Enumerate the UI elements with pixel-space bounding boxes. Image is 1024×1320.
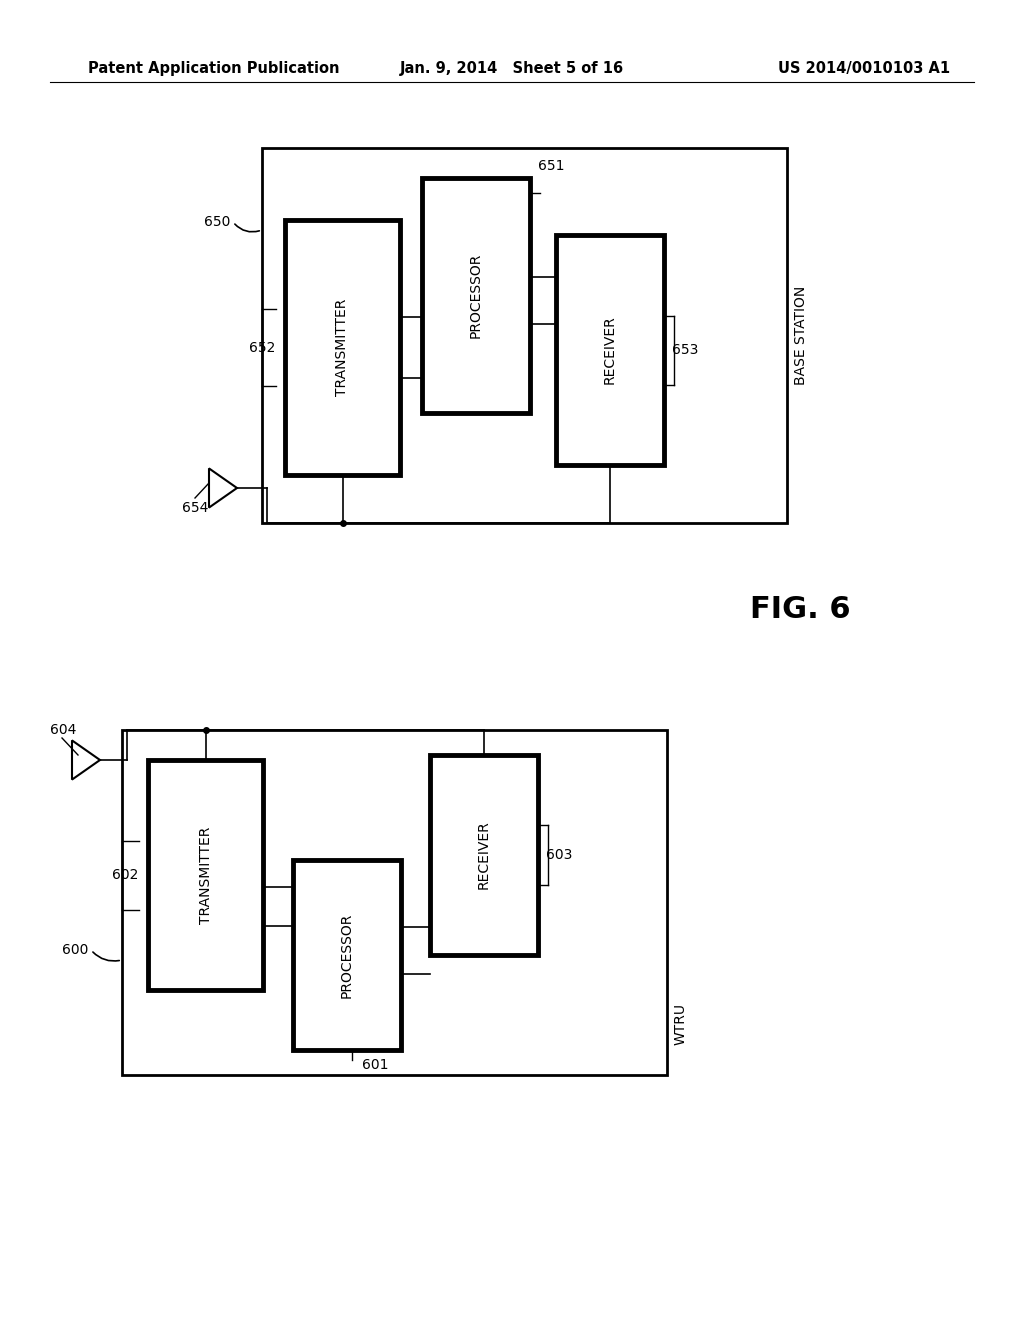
Bar xyxy=(556,235,664,465)
Text: BASE STATION: BASE STATION xyxy=(794,286,808,385)
Text: 650: 650 xyxy=(204,215,230,228)
Text: 603: 603 xyxy=(546,847,572,862)
Text: 602: 602 xyxy=(112,869,138,882)
Text: 601: 601 xyxy=(362,1059,388,1072)
Text: PROCESSOR: PROCESSOR xyxy=(340,912,354,998)
Bar xyxy=(122,730,667,1074)
Text: 600: 600 xyxy=(61,942,88,957)
Bar xyxy=(430,755,538,954)
Text: 654: 654 xyxy=(182,502,208,515)
Text: Jan. 9, 2014   Sheet 5 of 16: Jan. 9, 2014 Sheet 5 of 16 xyxy=(400,61,624,75)
Text: 653: 653 xyxy=(672,343,698,356)
Text: RECEIVER: RECEIVER xyxy=(603,315,617,384)
Bar xyxy=(422,178,530,413)
Text: TRANSMITTER: TRANSMITTER xyxy=(199,826,213,924)
Bar xyxy=(148,760,263,990)
Text: TRANSMITTER: TRANSMITTER xyxy=(336,298,349,396)
Text: Patent Application Publication: Patent Application Publication xyxy=(88,61,340,75)
Bar xyxy=(293,861,401,1049)
Bar xyxy=(262,148,787,523)
Text: US 2014/0010103 A1: US 2014/0010103 A1 xyxy=(778,61,950,75)
Bar xyxy=(285,220,400,475)
Text: 651: 651 xyxy=(538,158,564,173)
Text: FIG. 6: FIG. 6 xyxy=(750,595,850,624)
Text: 604: 604 xyxy=(50,723,77,737)
Text: RECEIVER: RECEIVER xyxy=(477,821,490,890)
Text: WTRU: WTRU xyxy=(674,1003,688,1045)
Text: PROCESSOR: PROCESSOR xyxy=(469,253,483,338)
Text: 652: 652 xyxy=(249,341,275,355)
